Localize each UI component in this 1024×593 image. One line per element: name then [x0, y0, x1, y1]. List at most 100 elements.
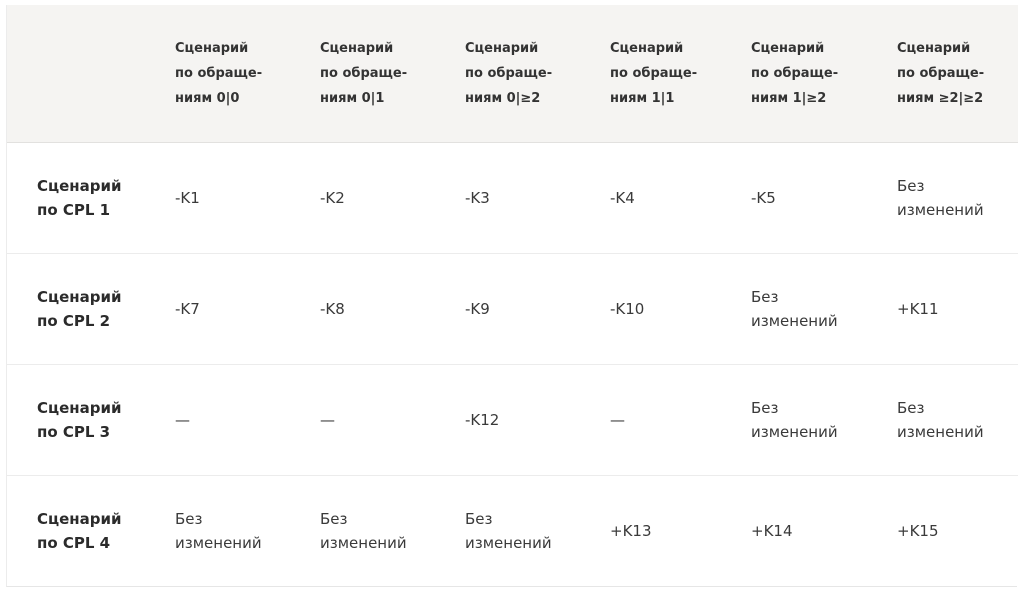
cell-line: -K8	[320, 299, 345, 318]
header-line: по обраще-	[751, 65, 839, 81]
header-line: ниям ≥2|≥2	[897, 90, 984, 106]
cell-line: изменений	[751, 311, 838, 330]
header-cell-2plus-2plus: Сценарий по обраще- ниям ≥2|≥2	[869, 5, 1018, 143]
cell-line: -K2	[320, 188, 345, 207]
header-line: ниям 1|≥2	[751, 90, 827, 106]
table-cell: —	[292, 364, 437, 476]
cell-line: +K14	[751, 521, 793, 540]
row-header-cpl-4: Сценарий по CPL 4	[7, 475, 147, 586]
row-header-line: Сценарий	[37, 398, 122, 417]
table-cell: Без изменений	[723, 364, 869, 476]
table-cell: —	[582, 364, 723, 476]
header-line: Сценарий	[465, 40, 539, 56]
table-row: Сценарий по CPL 1 -K1 -K2 -K3 -K4 -K5 Бе…	[7, 142, 1018, 254]
table-cell: -K12	[437, 364, 582, 476]
header-cell-0-2plus: Сценарий по обраще- ниям 0|≥2	[437, 5, 582, 143]
table-cell: -K8	[292, 253, 437, 365]
cell-line: изменений	[175, 533, 262, 552]
cell-line: изменений	[751, 422, 838, 441]
table-cell: -K3	[437, 142, 582, 254]
table-cell: +K15	[869, 475, 1018, 586]
header-line: Сценарий	[751, 40, 825, 56]
cell-line: +K11	[897, 299, 939, 318]
cell-line: -K3	[465, 188, 490, 207]
table-cell: +K14	[723, 475, 869, 586]
table-cell: -K2	[292, 142, 437, 254]
row-header-cpl-1: Сценарий по CPL 1	[7, 142, 147, 254]
table-cell: -K7	[147, 253, 292, 365]
table-row: Сценарий по CPL 2 -K7 -K8 -K9 -K10 Без и…	[7, 253, 1018, 365]
table-cell: Без изменений	[147, 475, 292, 586]
table-cell: -K5	[723, 142, 869, 254]
table-row: Сценарий по CPL 4 Без изменений Без изме…	[7, 475, 1018, 586]
cell-line: изменений	[465, 533, 552, 552]
table-cell: Без изменений	[292, 475, 437, 586]
table-body: Сценарий по CPL 1 -K1 -K2 -K3 -K4 -K5 Бе…	[7, 142, 1018, 586]
cell-line: —	[320, 410, 335, 429]
header-line: по обраще-	[320, 65, 408, 81]
header-line: Сценарий	[320, 40, 394, 56]
header-corner-cell	[7, 5, 147, 143]
header-line: по обраще-	[610, 65, 698, 81]
table-cell: —	[147, 364, 292, 476]
cell-line: Без	[320, 509, 348, 528]
header-line: Сценарий	[610, 40, 684, 56]
table-cell: Без изменений	[437, 475, 582, 586]
row-header-line: по CPL 4	[37, 533, 111, 552]
row-header-cpl-2: Сценарий по CPL 2	[7, 253, 147, 365]
row-header-line: по CPL 1	[37, 200, 111, 219]
cell-line: Без	[175, 509, 203, 528]
cell-line: Без	[897, 176, 925, 195]
cell-line: Без	[751, 287, 779, 306]
header-row: Сценарий по обраще- ниям 0|0 Сценарий по…	[7, 5, 1018, 143]
cell-line: -K4	[610, 188, 635, 207]
row-header-line: по CPL 3	[37, 422, 111, 441]
header-line: ниям 0|1	[320, 90, 385, 106]
cell-line: -K12	[465, 410, 500, 429]
row-header-line: Сценарий	[37, 287, 122, 306]
table-cell: -K4	[582, 142, 723, 254]
cell-line: -K7	[175, 299, 200, 318]
row-header-cpl-3: Сценарий по CPL 3	[7, 364, 147, 476]
header-line: ниям 1|1	[610, 90, 675, 106]
table-cell: -K9	[437, 253, 582, 365]
header-line: ниям 0|0	[175, 90, 240, 106]
row-header-line: Сценарий	[37, 176, 122, 195]
table-cell: Без изменений	[723, 253, 869, 365]
table-header: Сценарий по обраще- ниям 0|0 Сценарий по…	[7, 5, 1018, 143]
header-cell-0-0: Сценарий по обраще- ниям 0|0	[147, 5, 292, 143]
header-line: Сценарий	[897, 40, 971, 56]
table-row: Сценарий по CPL 3 — — -K12 — Без изменен…	[7, 364, 1018, 476]
table-cell: +K13	[582, 475, 723, 586]
scenario-table: Сценарий по обраще- ниям 0|0 Сценарий по…	[7, 5, 1018, 586]
header-line: по обраще-	[465, 65, 553, 81]
scenario-table-container: Сценарий по обраще- ниям 0|0 Сценарий по…	[6, 5, 1018, 587]
row-header-line: по CPL 2	[37, 311, 111, 330]
cell-line: изменений	[320, 533, 407, 552]
cell-line: изменений	[897, 200, 984, 219]
cell-line: Без	[465, 509, 493, 528]
table-cell: -K10	[582, 253, 723, 365]
row-header-line: Сценарий	[37, 509, 122, 528]
cell-line: -K9	[465, 299, 490, 318]
table-cell: +K11	[869, 253, 1018, 365]
cell-line: +K13	[610, 521, 652, 540]
header-cell-1-1: Сценарий по обраще- ниям 1|1	[582, 5, 723, 143]
header-line: по обраще-	[175, 65, 263, 81]
cell-line: -K1	[175, 188, 200, 207]
table-cell: Без изменений	[869, 142, 1018, 254]
cell-line: Без	[751, 398, 779, 417]
cell-line: Без	[897, 398, 925, 417]
header-cell-0-1: Сценарий по обраще- ниям 0|1	[292, 5, 437, 143]
table-cell: Без изменений	[869, 364, 1018, 476]
header-line: по обраще-	[897, 65, 985, 81]
cell-line: -K10	[610, 299, 645, 318]
header-cell-1-2plus: Сценарий по обраще- ниям 1|≥2	[723, 5, 869, 143]
cell-line: +K15	[897, 521, 939, 540]
header-line: ниям 0|≥2	[465, 90, 541, 106]
table-cell: -K1	[147, 142, 292, 254]
cell-line: изменений	[897, 422, 984, 441]
cell-line: —	[175, 410, 190, 429]
cell-line: -K5	[751, 188, 776, 207]
header-line: Сценарий	[175, 40, 249, 56]
